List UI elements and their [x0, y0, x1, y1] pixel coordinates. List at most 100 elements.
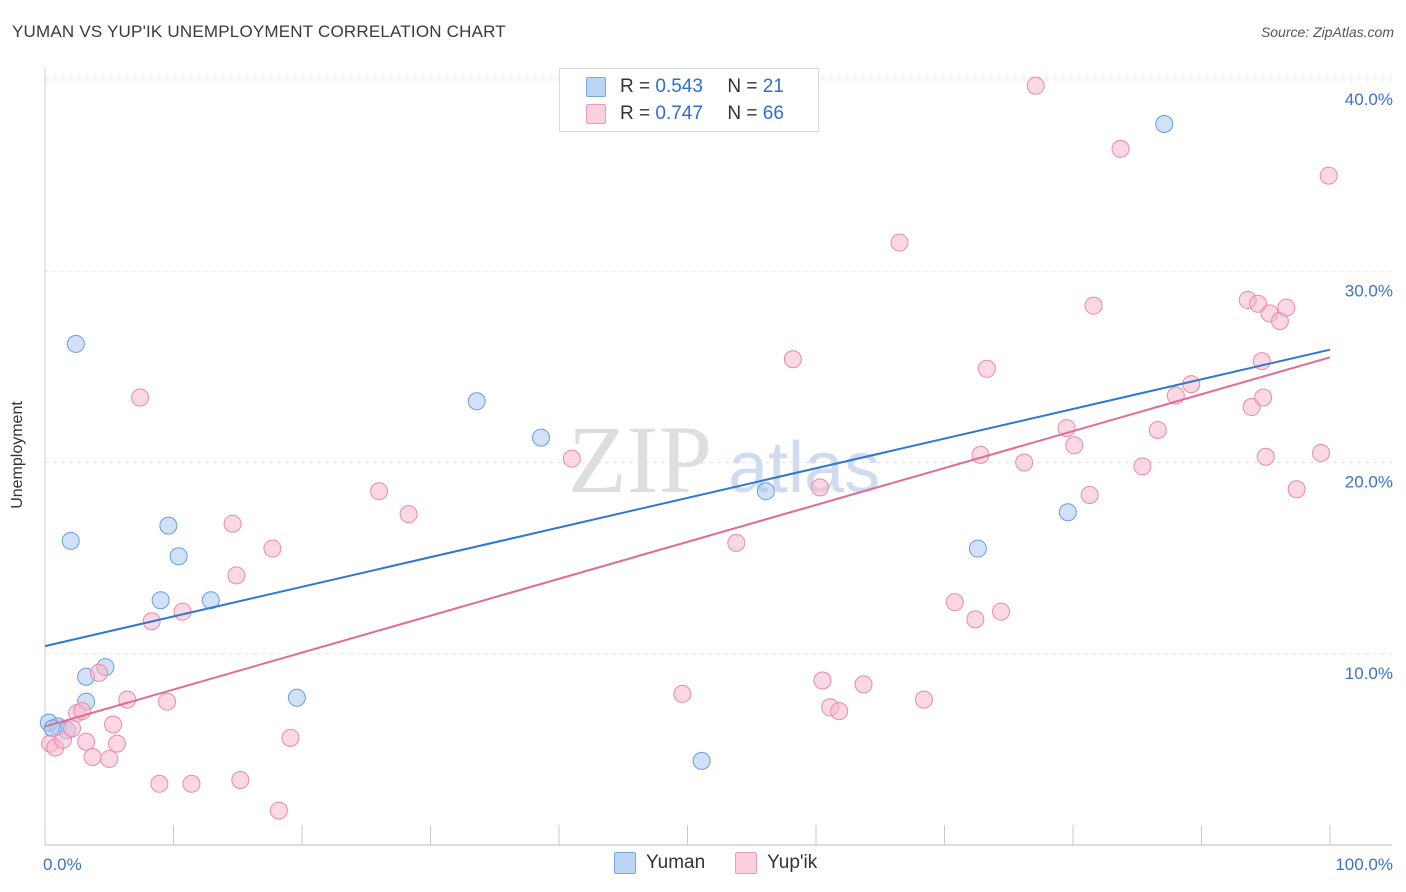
yupik-swatch — [586, 104, 606, 124]
r-value: 0.747 — [655, 103, 703, 124]
yupik-point — [1084, 296, 1103, 315]
data-points — [39, 76, 1338, 820]
r-value: 0.543 — [655, 76, 703, 97]
yupik-point — [370, 482, 389, 501]
yupik-point — [83, 748, 102, 767]
axes — [44, 68, 1392, 846]
yuman-trend-line — [44, 348, 1331, 648]
yupik-point — [158, 692, 177, 711]
yupik-point — [104, 715, 123, 734]
yupik-point — [562, 449, 581, 468]
yupik-point — [263, 539, 282, 558]
legend-item-yuman: Yuman — [614, 852, 705, 874]
yupik-point — [813, 671, 832, 690]
y-axis-label: Unemployment — [9, 401, 26, 509]
yupik-point — [1287, 480, 1306, 499]
y-tick-label: 40.0% — [1345, 90, 1393, 109]
yupik-point — [977, 359, 996, 378]
source-label: Source: ZipAtlas.com — [1260, 24, 1394, 40]
yupik-point — [673, 684, 692, 703]
yupik-point — [1277, 298, 1296, 317]
yupik-point — [150, 774, 169, 793]
y-tick-label: 20.0% — [1345, 473, 1393, 492]
yuman-swatch — [614, 852, 636, 874]
yupik-point — [830, 702, 849, 721]
y-tick-label: 10.0% — [1345, 664, 1393, 683]
legend-label-yuman: Yuman — [646, 852, 706, 873]
yupik-point — [1133, 457, 1152, 476]
yupik-point — [1148, 420, 1167, 439]
trend-lines — [44, 348, 1331, 728]
yupik-point — [399, 505, 418, 524]
yuman-point — [61, 531, 80, 550]
yupik-point — [227, 566, 246, 585]
series-legend: Yuman Yup'ik — [614, 852, 847, 874]
correlation-legend: R = 0.543 N = 21 R = 0.747 N = 66 — [559, 68, 819, 132]
yupik-point — [231, 770, 250, 789]
yuman-point — [1058, 503, 1077, 522]
yupik-point — [783, 350, 802, 369]
yupik-point — [1319, 166, 1338, 185]
yupik-point — [1111, 139, 1130, 158]
legend-row-yupik: R = 0.747 N = 66 — [586, 102, 784, 126]
r-label: R = — [620, 103, 651, 124]
yupik-point — [810, 478, 829, 497]
chart-title: YUMAN VS YUP'IK UNEMPLOYMENT CORRELATION… — [12, 22, 506, 41]
yupik-point — [1182, 375, 1201, 394]
yuman-point — [66, 334, 85, 353]
yupik-point — [890, 233, 909, 252]
x-tick-label-max: 100.0% — [1335, 855, 1393, 874]
yupik-point — [727, 533, 746, 552]
n-value: 66 — [762, 103, 784, 124]
yupik-point — [118, 690, 137, 709]
yuman-point — [467, 392, 486, 411]
yupik-point — [1026, 76, 1045, 95]
yupik-point — [1242, 398, 1261, 417]
yupik-trend-line — [44, 356, 1331, 728]
n-label: N = — [727, 76, 758, 97]
y-tick-label: 30.0% — [1345, 281, 1393, 300]
yupik-point — [1249, 294, 1268, 313]
yupik-point — [1312, 443, 1331, 462]
yupik-point — [173, 602, 192, 621]
yupik-point — [89, 663, 108, 682]
x-tick-label-min: 0.0% — [43, 855, 82, 874]
yupik-point — [1254, 388, 1273, 407]
yuman-point — [1155, 114, 1174, 133]
legend-item-yupik: Yup'ik — [735, 852, 817, 874]
yuman-point — [532, 428, 551, 447]
yuman-point — [169, 547, 188, 566]
yupik-point — [182, 774, 201, 793]
yupik-point — [281, 728, 300, 747]
legend-label-yupik: Yup'ik — [767, 852, 818, 873]
yupik-swatch — [735, 852, 758, 874]
yupik-point — [107, 734, 126, 753]
yupik-point — [223, 514, 242, 533]
yupik-point — [945, 593, 964, 612]
yupik-point — [1015, 453, 1034, 472]
yuman-point — [756, 482, 775, 501]
yuman-swatch — [586, 77, 606, 97]
yupik-point — [971, 445, 990, 464]
yupik-point — [1065, 436, 1084, 455]
n-label: N = — [727, 103, 758, 124]
yupik-point — [854, 675, 873, 694]
yupik-point — [269, 801, 288, 820]
yuman-point — [287, 688, 306, 707]
yupik-point — [1256, 447, 1275, 466]
yuman-point — [692, 751, 711, 770]
watermark-zip: ZIP — [568, 406, 712, 513]
yupik-point — [966, 610, 985, 629]
watermark-atlas: atlas — [728, 428, 880, 508]
yupik-point — [992, 602, 1011, 621]
grid-lines — [45, 76, 1392, 655]
yupik-point — [62, 719, 81, 738]
yupik-point — [100, 749, 119, 768]
yuman-point — [968, 539, 987, 558]
yuman-point — [159, 516, 178, 535]
yuman-point — [151, 591, 170, 610]
yupik-point — [131, 388, 150, 407]
tick-labels: 10.0% 20.0% 30.0% 40.0% 0.0% 100.0% — [43, 90, 1393, 874]
yupik-point — [1080, 486, 1099, 505]
